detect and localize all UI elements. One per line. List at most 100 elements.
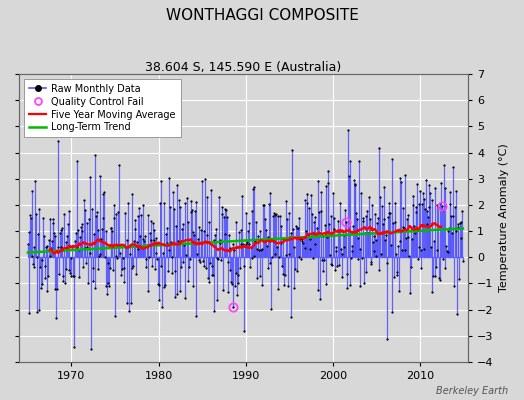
Point [300, 244, 309, 251]
Point [108, 228, 116, 234]
Point [435, 275, 443, 281]
Point [388, 308, 397, 315]
Point [46, 216, 54, 222]
Point [168, 254, 177, 260]
Point [445, 189, 454, 196]
Point [308, 211, 316, 218]
Point [271, 212, 280, 219]
Point [149, 220, 157, 226]
Point [214, 256, 222, 262]
Point [127, 191, 136, 197]
Point [136, 233, 145, 240]
Point [353, 216, 361, 222]
Point [108, 267, 117, 273]
Point [138, 243, 146, 250]
Point [283, 216, 291, 223]
Point [195, 257, 203, 263]
Point [131, 226, 139, 232]
Point [441, 185, 450, 192]
Point [264, 264, 272, 271]
Point [123, 299, 132, 306]
Point [308, 230, 316, 237]
Point [232, 270, 241, 276]
Point [372, 237, 380, 244]
Point [200, 263, 209, 269]
Point [345, 173, 353, 180]
Point [385, 200, 393, 206]
Point [435, 276, 444, 283]
Point [378, 203, 386, 209]
Point [410, 222, 418, 229]
Point [102, 228, 111, 234]
Point [280, 281, 288, 288]
Point [202, 232, 211, 238]
Point [227, 278, 235, 285]
Point [364, 230, 373, 236]
Point [251, 237, 259, 244]
Point [126, 242, 135, 249]
Point [61, 280, 69, 286]
Point [208, 272, 216, 278]
Point [82, 220, 91, 226]
Point [76, 234, 84, 240]
Point [358, 254, 366, 261]
Point [129, 262, 137, 269]
Point [122, 244, 130, 250]
Point [432, 247, 441, 253]
Point [242, 210, 250, 216]
Point [413, 181, 421, 188]
Point [118, 266, 126, 272]
Point [305, 236, 314, 242]
Point [457, 219, 465, 226]
Point [321, 183, 330, 190]
Point [159, 200, 168, 206]
Point [226, 266, 235, 273]
Point [206, 187, 215, 193]
Point [237, 241, 246, 248]
Point [83, 244, 92, 250]
Point [235, 228, 243, 235]
Point [159, 250, 167, 256]
Point [438, 202, 446, 209]
Point [428, 289, 436, 296]
Point [74, 226, 82, 233]
Point [160, 284, 169, 290]
Point [346, 158, 354, 164]
Point [238, 193, 246, 200]
Point [266, 190, 275, 196]
Point [234, 279, 242, 286]
Point [337, 274, 346, 280]
Point [144, 288, 152, 294]
Point [58, 224, 66, 231]
Point [304, 204, 313, 211]
Point [336, 246, 345, 252]
Point [270, 210, 278, 217]
Point [99, 190, 107, 197]
Point [430, 273, 439, 279]
Point [50, 233, 59, 239]
Point [331, 267, 339, 273]
Point [317, 208, 325, 214]
Point [176, 204, 184, 210]
Point [359, 218, 367, 224]
Point [206, 260, 214, 266]
Point [377, 229, 386, 235]
Point [42, 288, 51, 294]
Point [113, 255, 122, 261]
Point [230, 247, 238, 253]
Point [46, 253, 54, 259]
Point [124, 200, 132, 206]
Point [277, 223, 286, 229]
Point [42, 244, 50, 250]
Legend: Raw Monthly Data, Quality Control Fail, Five Year Moving Average, Long-Term Tren: Raw Monthly Data, Quality Control Fail, … [24, 79, 181, 137]
Point [342, 218, 350, 225]
Point [213, 255, 222, 261]
Point [397, 179, 405, 185]
Point [204, 274, 212, 281]
Point [72, 230, 80, 236]
Point [319, 233, 328, 240]
Point [27, 215, 35, 222]
Point [64, 267, 73, 274]
Point [183, 194, 191, 201]
Point [422, 176, 430, 183]
